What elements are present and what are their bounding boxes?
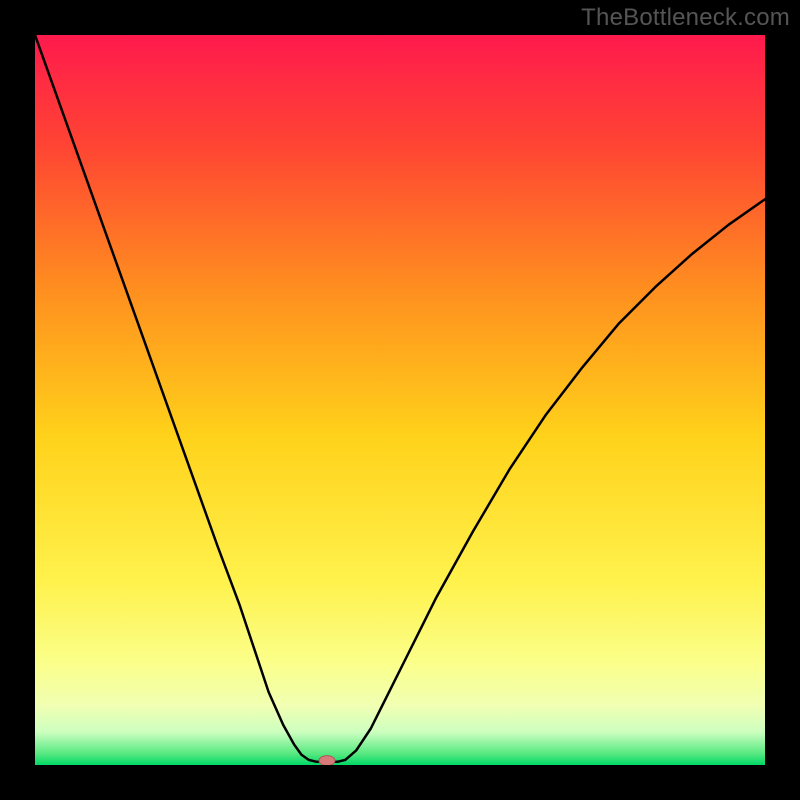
plot-area (35, 35, 765, 765)
bottleneck-chart-svg (35, 35, 765, 765)
watermark-text: TheBottleneck.com (581, 4, 790, 32)
chart-container: TheBottleneck.com (0, 0, 800, 800)
gradient-background (35, 35, 765, 765)
optimum-marker (319, 756, 335, 765)
